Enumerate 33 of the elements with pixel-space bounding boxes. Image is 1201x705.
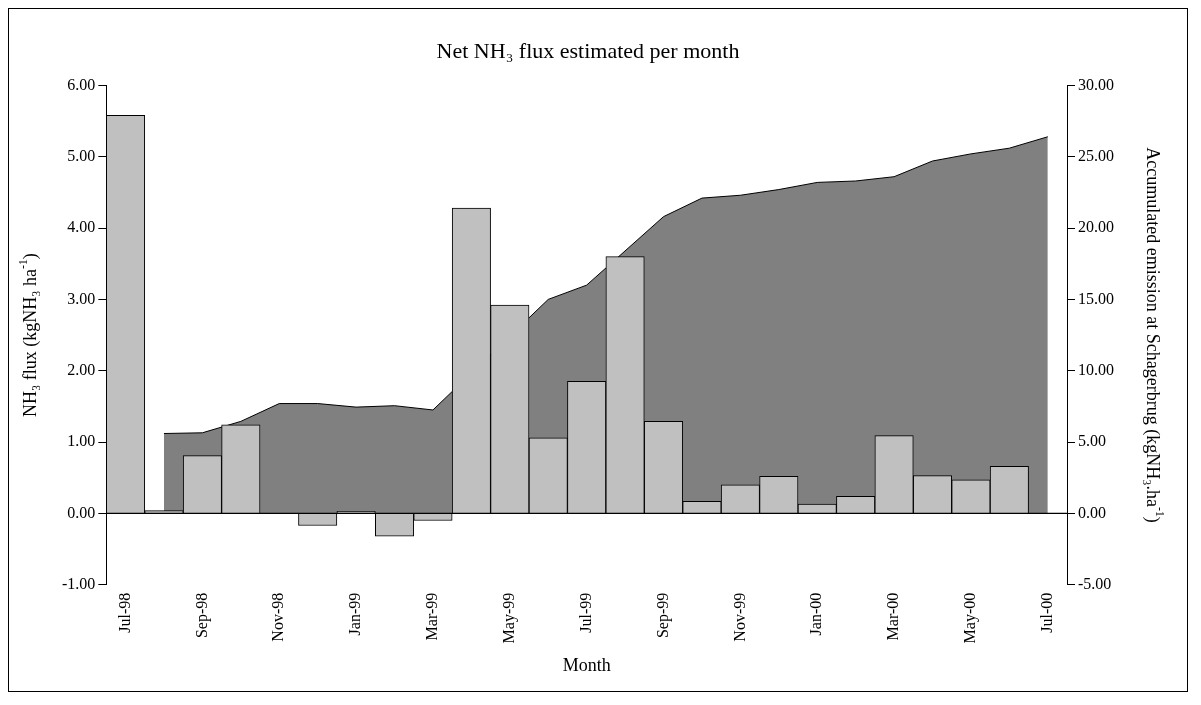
y-tick-label: 4.00 — [67, 218, 96, 236]
chart-title: Net NH₃ flux estimated per month — [436, 37, 740, 63]
y-tick-label: -1.00 — [62, 574, 96, 592]
y2-tick-label: 10.00 — [1078, 360, 1114, 378]
y2-tick-label: 25.00 — [1078, 146, 1114, 164]
y2-tick-label: 30.00 — [1078, 75, 1114, 93]
y-tick-label: 1.00 — [67, 432, 96, 450]
x-tick-label: Jul-98 — [115, 592, 133, 633]
y2-tick-label: 15.00 — [1078, 289, 1114, 307]
y2-tick-label: 5.00 — [1078, 432, 1106, 450]
x-tick-label: Jul-99 — [576, 592, 594, 633]
y-axis-title: NH₃ flux (kgNH₃ ha-1) — [17, 253, 42, 417]
x-tick-label: Jul-00 — [1037, 592, 1055, 633]
x-tick-label: Sep-99 — [653, 592, 672, 639]
y2-tick-label: 0.00 — [1078, 503, 1106, 521]
x-tick-label: May-99 — [500, 592, 519, 644]
x-tick-label: Mar-99 — [423, 592, 441, 641]
y2-axis-title: Accumulated emission at Schagerbrug (kgNH₃.ha-1) — [1142, 147, 1167, 523]
x-tick-label: Mar-00 — [884, 592, 902, 641]
x-tick-label: Sep-98 — [192, 592, 211, 639]
x-tick-label: Jan-99 — [346, 592, 364, 636]
x-tick-label: Jan-00 — [807, 592, 825, 636]
y-tick-label: 5.00 — [67, 146, 96, 164]
y2-tick-label: -5.00 — [1078, 574, 1112, 592]
x-tick-label: Nov-99 — [730, 592, 748, 642]
y2-tick-label: 20.00 — [1078, 218, 1114, 236]
y-tick-label: 0.00 — [67, 503, 96, 521]
x-tick-label: May-00 — [961, 592, 980, 644]
x-tick-label: Nov-98 — [269, 592, 287, 642]
y-tick-label: 3.00 — [67, 289, 96, 307]
x-axis-title: Month — [562, 654, 611, 675]
y-tick-label: 6.00 — [67, 75, 96, 93]
y-tick-label: 2.00 — [67, 360, 96, 378]
